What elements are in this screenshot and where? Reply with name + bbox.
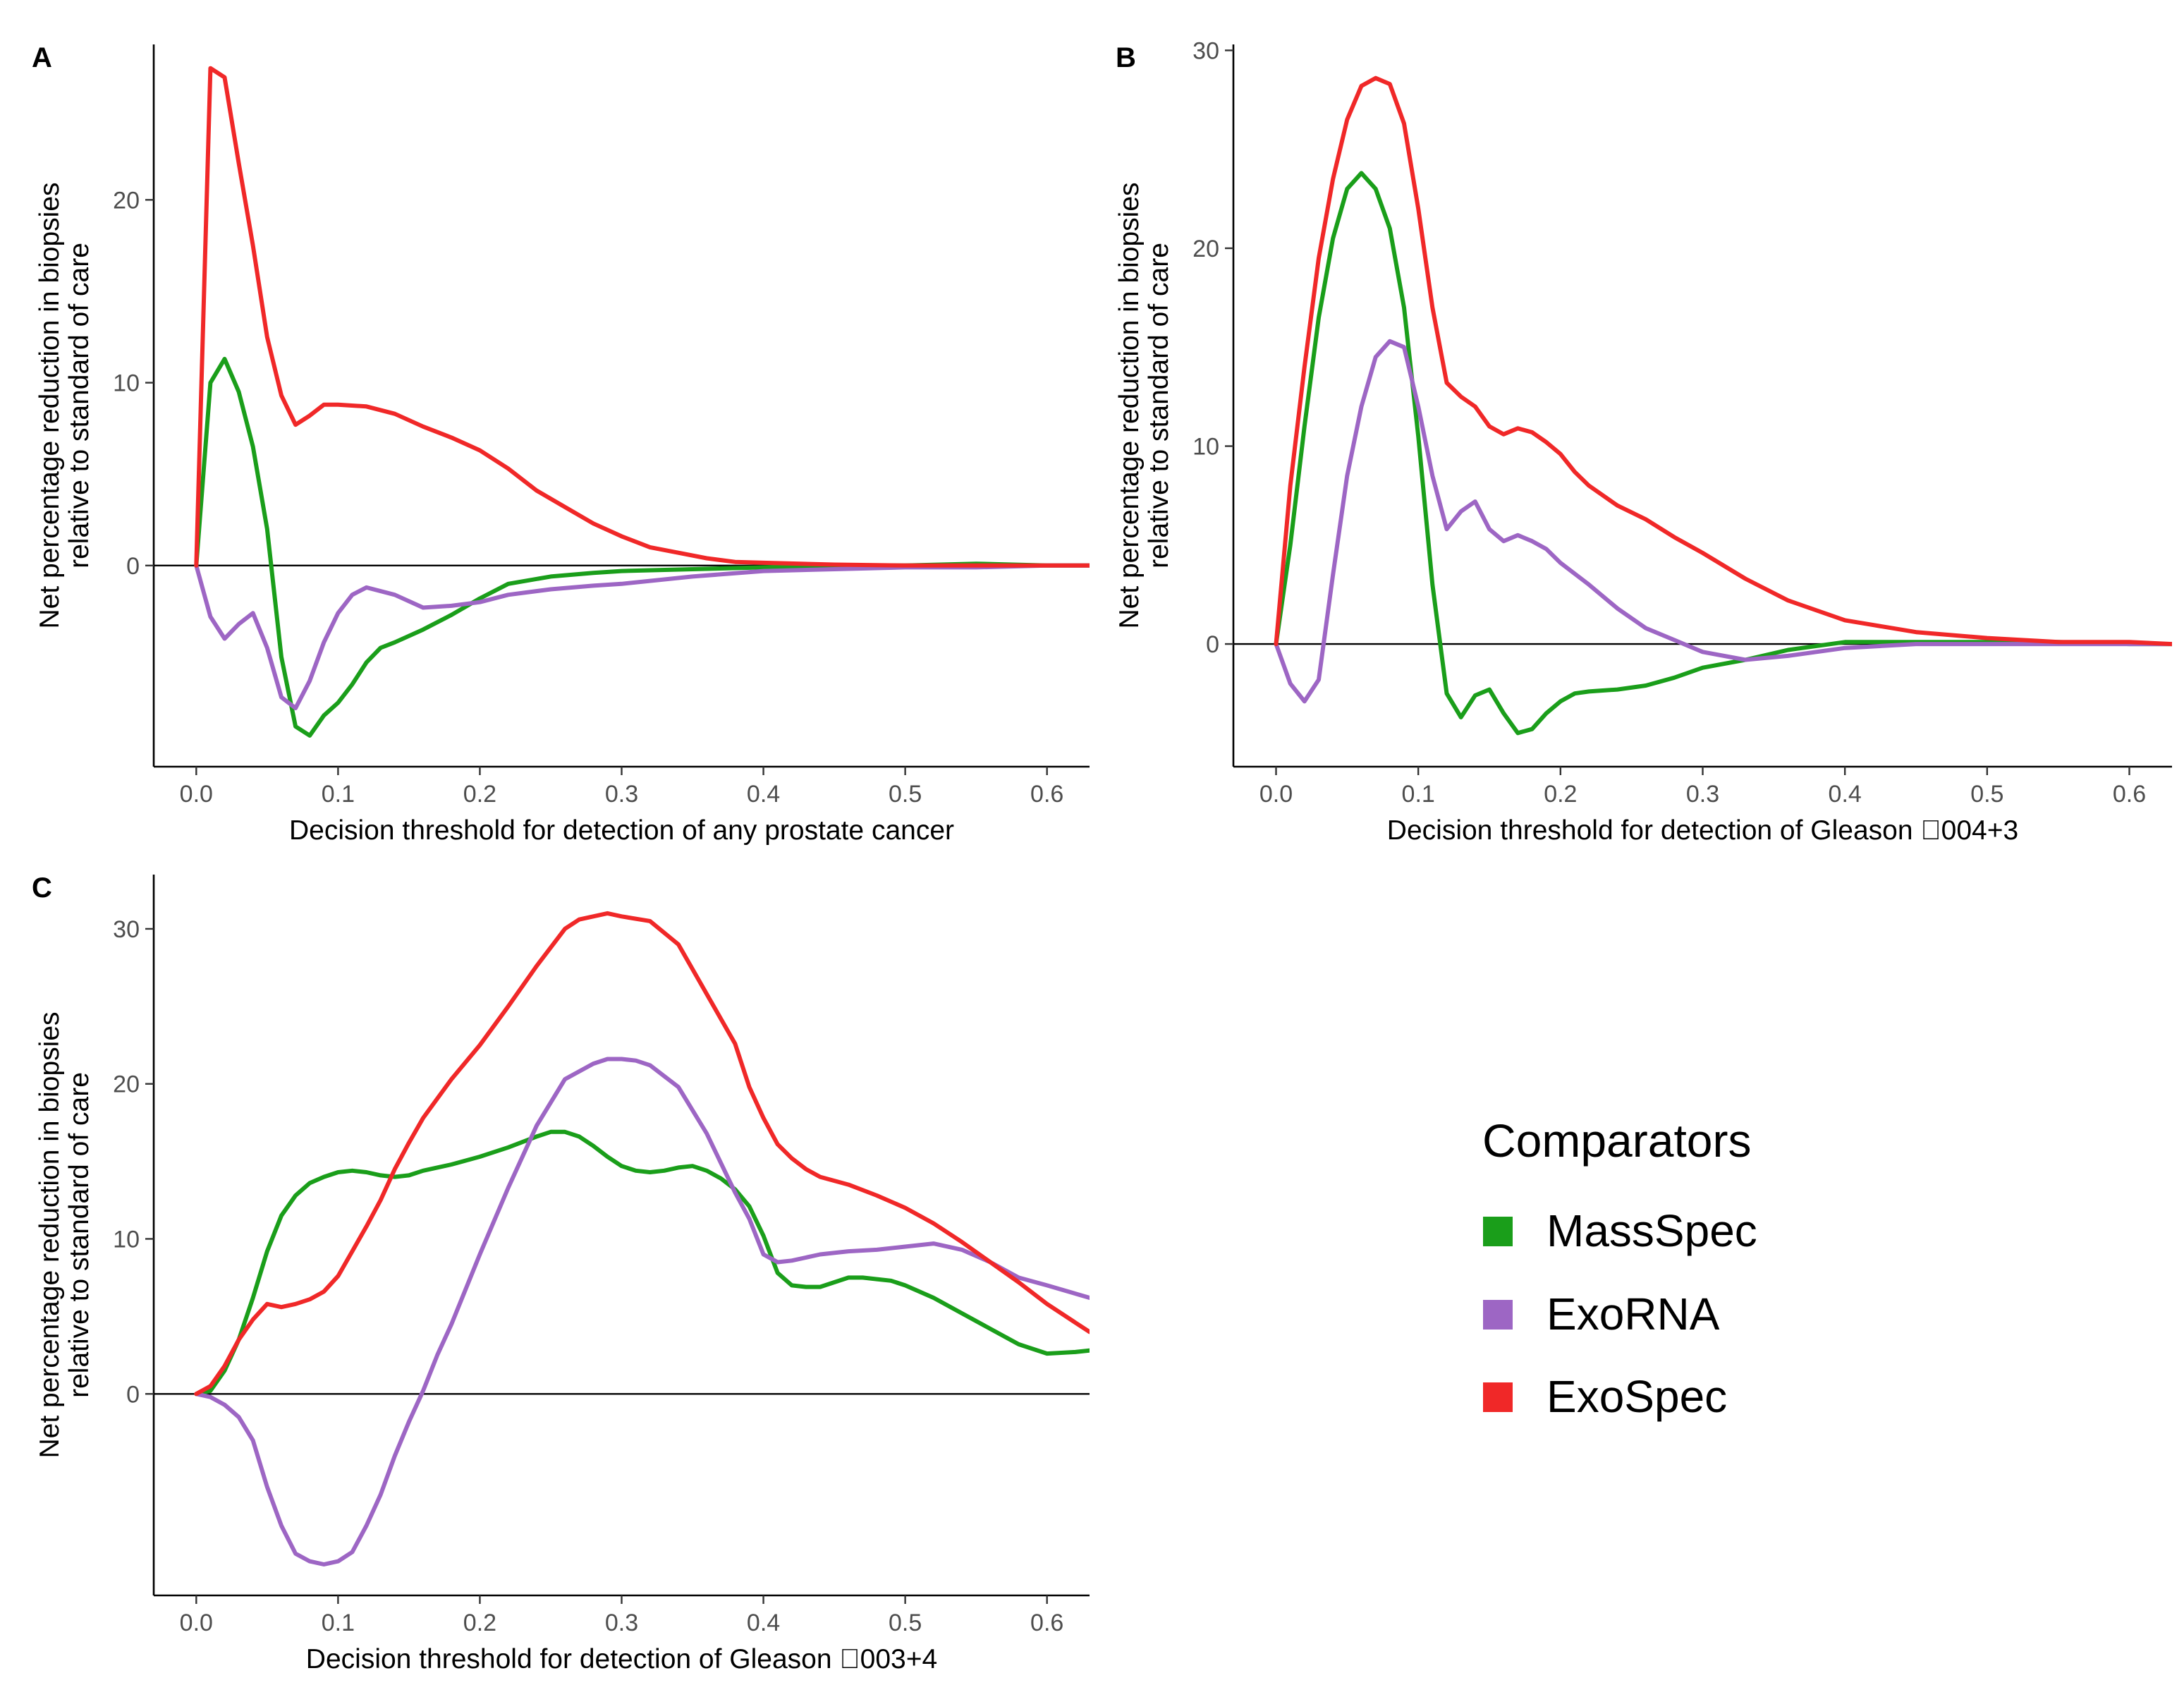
panel-c-x-tick-label: 0.6 — [1030, 1610, 1063, 1636]
panel-c-y-axis-title-line: Net percentage reduction in biopsies — [35, 1011, 65, 1458]
panel-b-letter: B — [1116, 42, 1136, 73]
panel-a-y-axis-title-line: relative to standard of care — [64, 243, 94, 568]
panel-a-x-tick-label: 0.1 — [322, 781, 355, 808]
panel-c-chart: C 0.0 0.1 0.2 0.3 0.4 0.5 0.6 0 10 20 30 Decision th… — [32, 872, 1090, 1674]
panel-b-chart: B 0.0 0.1 0.2 0.3 0.4 0.5 0.6 0 10 20 30 Decision th… — [1114, 37, 2172, 846]
panel-a-x-tick-label: 0.0 — [180, 781, 213, 808]
legend: Comparators MassSpec ExoRNA ExoSpec — [1482, 1114, 1757, 1422]
panel-a-series-exorna — [194, 563, 1090, 710]
panel-c-series-exospec — [194, 911, 1090, 1397]
panel-a-y-axis-title: Net percentage reduction in biopsiesrela… — [35, 182, 94, 628]
panel-c-y-tick-label: 30 — [113, 916, 140, 943]
panel-b-y-tick-label: 20 — [1192, 236, 1219, 262]
panel-b-x-tick-label: 0.5 — [1970, 781, 2003, 808]
legend-swatch-exorna — [1483, 1300, 1513, 1330]
panel-c-x-tick-label: 0.0 — [180, 1610, 213, 1636]
panel-c-x-tick-label: 0.4 — [747, 1610, 780, 1636]
panel-b-y-tick-label: 0 — [1206, 631, 1219, 658]
legend-swatch-exospec — [1483, 1382, 1513, 1412]
panel-c-y-tick-label: 20 — [113, 1071, 140, 1098]
panel-b-series-exorna — [1274, 339, 2172, 704]
panel-b-y-axis-title: Net percentage reduction in biopsiesrela… — [1114, 182, 1174, 628]
panel-b-x-axis-title: Decision threshold for detection of Glea… — [1387, 815, 2018, 846]
panel-c-y-tick-label: 10 — [113, 1226, 140, 1253]
panel-b-y-tick-label: 10 — [1192, 434, 1219, 461]
panel-b-x-tick-label: 0.1 — [1402, 781, 1435, 808]
panel-b-x-tick-label: 0.0 — [1259, 781, 1293, 808]
panel-b-series-massspec — [1274, 171, 2172, 736]
legend-label-exorna: ExoRNA — [1547, 1289, 1720, 1339]
panel-a-x-tick-label: 0.3 — [605, 781, 638, 808]
panel-b-x-tick-label: 0.2 — [1544, 781, 1577, 808]
panel-c-x-tick-label: 0.1 — [322, 1610, 355, 1636]
panel-a-y-tick-label: 20 — [113, 187, 140, 214]
panel-c-x-tick-label: 0.3 — [605, 1610, 638, 1636]
panel-a-x-tick-label: 0.5 — [889, 781, 922, 808]
panel-b-y-tick-label: 30 — [1192, 37, 1219, 64]
panel-a-y-axis-title-line: Net percentage reduction in biopsies — [35, 182, 65, 628]
panel-a-series-massspec — [194, 356, 1090, 738]
legend-swatch-massspec — [1483, 1217, 1513, 1246]
panel-c-x-tick-label: 0.2 — [463, 1610, 496, 1636]
panel-a-x-tick-label: 0.4 — [747, 781, 780, 808]
legend-title: Comparators — [1482, 1114, 1751, 1167]
panel-c-y-axis-title: Net percentage reduction in biopsiesrela… — [35, 1011, 94, 1458]
panel-b-x-tick-label: 0.4 — [1829, 781, 1862, 808]
panel-a-y-tick-label: 10 — [113, 370, 140, 397]
panel-c-y-tick-label: 0 — [126, 1381, 140, 1408]
panel-c-y-axis-title-line: relative to standard of care — [64, 1072, 94, 1398]
panel-c-x-axis-title: Decision threshold for detection of Glea… — [306, 1644, 937, 1674]
legend-label-exospec: ExoSpec — [1547, 1371, 1727, 1422]
panel-b-x-tick-label: 0.6 — [2113, 781, 2146, 808]
panel-a-series-exospec — [194, 66, 1090, 568]
panel-a-x-tick-label: 0.2 — [463, 781, 496, 808]
panel-b-y-axis-title-line: relative to standard of care — [1144, 243, 1174, 568]
legend-label-massspec: MassSpec — [1547, 1205, 1757, 1256]
panel-c-series-massspec — [194, 1129, 1090, 1397]
panel-c-x-tick-label: 0.5 — [889, 1610, 922, 1636]
panel-b-series-exospec — [1274, 75, 2172, 647]
panel-c-letter: C — [32, 872, 52, 904]
panel-a-chart: A 0.0 0.1 0.2 0.3 0.4 0.5 0.6 0 10 20 Decision thre… — [32, 42, 1090, 846]
panel-a-y-tick-label: 0 — [126, 553, 140, 580]
panel-a-letter: A — [32, 42, 52, 73]
panel-a-x-tick-label: 0.6 — [1030, 781, 1063, 808]
panel-b-y-axis-title-line: Net percentage reduction in biopsies — [1114, 182, 1145, 628]
panel-a-x-axis-title: Decision threshold for detection of any … — [289, 815, 954, 846]
panel-b-x-tick-label: 0.3 — [1686, 781, 1719, 808]
panel-c-series-exorna — [194, 1057, 1090, 1567]
